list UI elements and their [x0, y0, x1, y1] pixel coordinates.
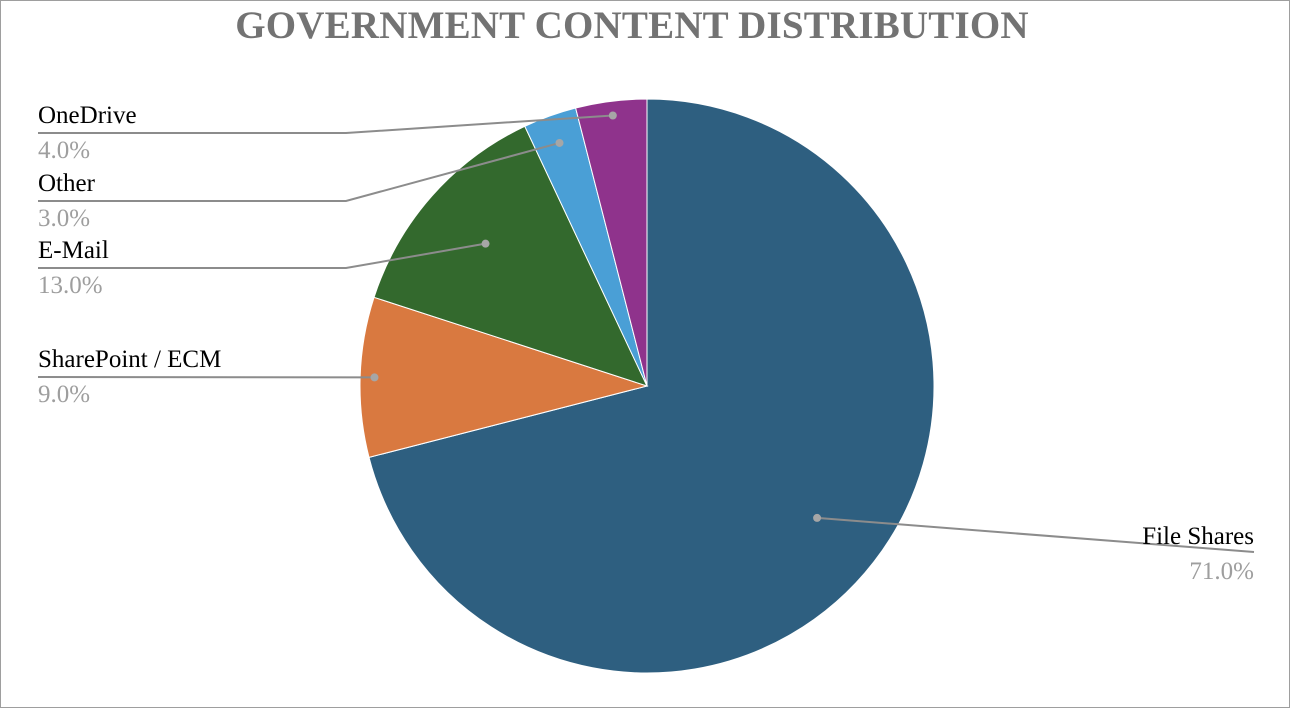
slice-label-other: Other — [38, 170, 96, 197]
pie-slice-file-shares — [368, 98, 935, 674]
slice-percent-e-mail: 13.0% — [38, 272, 103, 299]
leader-line-other — [38, 142, 560, 202]
slice-label-e-mail: E-Mail — [38, 237, 109, 264]
slice-label-onedrive: OneDrive — [38, 102, 137, 129]
pie-slice-onedrive — [575, 98, 648, 387]
leader-line-file-shares — [817, 516, 1255, 553]
leader-dot-file-shares — [813, 513, 822, 522]
leader-line-e-mail — [38, 242, 486, 269]
slice-percent-other: 3.0% — [38, 205, 90, 232]
leader-dot-e-mail — [481, 239, 490, 248]
pie-labels: File Shares 71.0% SharePoint / ECM 9.0% E-Ma… — [37, 102, 1255, 585]
chart-title: GOVERNMENT CONTENT DISTRIBUTION — [235, 4, 1029, 47]
pie-slices — [359, 98, 935, 674]
slice-label-sharepoint-ecm: SharePoint / ECM — [38, 346, 221, 373]
slice-label-file-shares: File Shares — [1142, 523, 1254, 550]
slice-percent-onedrive: 4.0% — [38, 137, 90, 164]
slice-percent-file-shares: 71.0% — [1189, 558, 1254, 585]
leader-dot-other — [555, 138, 564, 147]
leader-line-onedrive — [38, 114, 613, 134]
leader-dot-onedrive — [608, 111, 617, 120]
slice-percent-sharepoint-ecm: 9.0% — [38, 381, 90, 408]
leader-dot-sharepoint-ecm — [370, 373, 379, 382]
pie-slice-e-mail — [373, 125, 648, 387]
